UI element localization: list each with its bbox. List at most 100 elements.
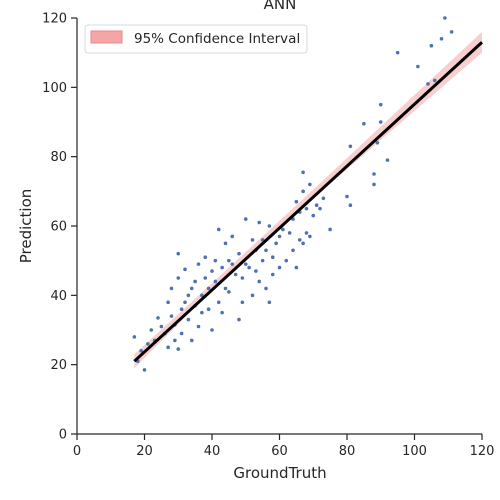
- scatter-point: [196, 324, 201, 329]
- scatter-point: [176, 347, 181, 351]
- scatter-point: [243, 262, 248, 266]
- y-tick-label: 40: [50, 289, 67, 304]
- scatter-point: [321, 196, 326, 201]
- scatter-point: [189, 286, 194, 291]
- scatter-point: [304, 206, 309, 211]
- scatter-point: [247, 265, 251, 270]
- legend-frame: [84, 24, 308, 54]
- scatter-point: [301, 189, 305, 194]
- x-tick-label: 20: [136, 444, 153, 459]
- fit-line: [133, 41, 484, 363]
- scatter-point: [301, 241, 305, 246]
- scatter-point: [159, 324, 164, 329]
- scatter-point: [173, 338, 177, 343]
- scatter-point: [345, 194, 349, 199]
- y-tick-label: 0: [59, 428, 67, 443]
- scatter-point: [260, 258, 265, 263]
- scatter-point: [362, 121, 366, 126]
- scatter-point: [308, 182, 312, 187]
- scatter-point: [318, 206, 322, 211]
- scatter-point: [139, 349, 143, 353]
- scatter-point: [378, 102, 383, 107]
- scatter-point: [395, 50, 400, 55]
- scatter-point: [200, 310, 204, 315]
- scatter-point: [203, 276, 208, 280]
- scatter-point: [132, 335, 137, 339]
- scatter-point: [291, 248, 295, 253]
- scatter-point: [230, 262, 235, 266]
- legend: 95% Confidence Interval: [84, 24, 308, 54]
- y-tick-label: 80: [50, 150, 67, 165]
- scatter-point: [189, 338, 194, 343]
- y-tick-label: 60: [50, 220, 67, 235]
- scatter-point: [183, 300, 187, 305]
- scatter-point: [179, 307, 184, 312]
- scatter-point: [166, 300, 170, 305]
- scatter-point: [314, 203, 319, 207]
- scatter-point: [156, 316, 160, 320]
- scatter-point: [375, 141, 380, 145]
- scatter-point: [179, 331, 184, 336]
- scatter-point: [240, 276, 245, 280]
- scatter-point: [237, 317, 241, 322]
- scatter-point: [385, 158, 390, 162]
- scatter-point: [243, 217, 248, 221]
- scatter-point: [274, 241, 278, 246]
- y-axis-label: Prediction: [17, 189, 35, 264]
- scatter-point: [372, 172, 376, 176]
- scatter-point: [443, 16, 447, 20]
- scatter-point: [149, 328, 154, 332]
- scatter-point: [216, 227, 221, 232]
- x-tick-label: 0: [73, 444, 81, 459]
- scatter-point: [264, 286, 268, 291]
- scatter-point: [294, 265, 299, 270]
- scatter-point: [186, 293, 191, 298]
- scatter-point: [142, 368, 147, 372]
- scatter-point: [206, 286, 211, 291]
- y-tick-label: 100: [42, 81, 67, 96]
- scatter-point: [348, 203, 353, 207]
- scatter-point: [230, 234, 235, 239]
- scatter-point: [227, 258, 231, 263]
- scatter-point: [200, 293, 204, 298]
- scatter-point: [223, 286, 228, 291]
- scatter-point: [254, 269, 258, 273]
- scatter-point: [277, 265, 282, 270]
- scatter-point: [348, 144, 353, 149]
- scatter-point: [257, 220, 262, 225]
- scatter-point: [176, 251, 181, 256]
- scatter-point: [227, 290, 231, 294]
- scatter-point: [439, 37, 444, 41]
- scatter-point: [270, 255, 275, 259]
- scatter-point: [223, 241, 228, 246]
- scatter-point: [176, 276, 181, 280]
- legend-swatch: [90, 30, 123, 44]
- legend-label: 95% Confidence Interval: [134, 31, 300, 47]
- scatter-point: [206, 307, 211, 312]
- x-tick-label: 40: [204, 444, 221, 459]
- scatter-points-layer: [132, 16, 454, 372]
- scatter-point: [210, 269, 214, 273]
- chart-title: ANN: [264, 0, 297, 13]
- scatter-point: [267, 224, 272, 228]
- scatter-point: [432, 78, 437, 83]
- scatter-point: [270, 272, 275, 277]
- y-tick-label: 20: [50, 358, 67, 373]
- scatter-point: [146, 342, 150, 346]
- scatter-point: [210, 328, 214, 332]
- scatter-point: [297, 238, 302, 242]
- scatter-point: [378, 120, 383, 124]
- scatter-point: [449, 30, 454, 34]
- x-axis-label: GroundTruth: [233, 464, 326, 482]
- scatter-point: [169, 286, 174, 291]
- scatter-point: [264, 248, 268, 253]
- scatter-point: [213, 279, 218, 284]
- scatter-point: [281, 227, 285, 232]
- x-tick-label: 80: [339, 444, 356, 459]
- scatter-point: [220, 265, 224, 270]
- scatter-point: [203, 255, 208, 259]
- scatter-point: [193, 279, 197, 284]
- x-tick-label: 60: [271, 444, 288, 459]
- scatter-point: [308, 234, 312, 239]
